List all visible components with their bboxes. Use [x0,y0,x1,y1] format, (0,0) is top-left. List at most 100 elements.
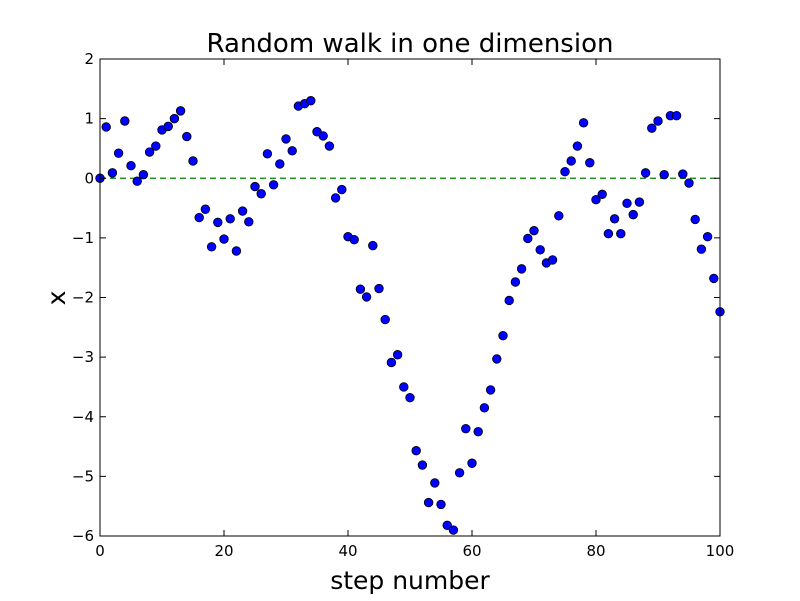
x-tick-label: 40 [338,542,357,560]
data-point [275,159,285,169]
data-point [120,116,130,126]
data-point [417,460,428,470]
data-point [585,158,595,168]
data-point [566,156,576,166]
y-tick-label: 2 [84,50,94,68]
data-point [355,284,366,294]
data-point [349,234,359,245]
y-tick-label: 0 [84,169,94,187]
data-point [578,118,589,128]
data-point [169,113,180,124]
axis-ticks: 0 20 40 60 80 100 2 1 0 −1 −2 −3 −4 −5 −6 [72,50,734,560]
data-point [132,176,142,186]
data-point [268,180,279,190]
data-point [392,350,403,360]
data-point [113,148,124,158]
y-tick-label: −1 [72,229,94,247]
data-point [423,497,434,508]
data-point [163,121,173,132]
data-point [237,206,248,216]
data-point [126,161,136,171]
y-tick-label: −4 [72,408,94,426]
data-point [510,277,521,287]
data-point [200,204,211,214]
data-point [479,403,490,413]
data-point [337,184,347,195]
x-tick-label: 20 [214,542,233,560]
data-point [330,193,341,203]
data-point [671,110,682,121]
data-point [138,169,149,180]
data-point [244,217,254,227]
data-point [361,292,372,302]
data-point [702,231,713,242]
x-axis-label: step number [330,566,490,595]
data-point [442,520,452,530]
data-point [640,168,651,178]
data-point [380,314,390,325]
data-point [597,189,607,200]
data-point [547,255,558,265]
data-point [647,123,657,133]
y-tick-label: −6 [72,527,94,545]
data-point [430,478,440,488]
data-point [504,295,514,306]
data-point [529,226,539,236]
data-point [411,446,421,456]
data-point [628,209,638,220]
data-point [560,166,570,177]
data-point [622,198,632,208]
data-point [523,233,533,244]
data-point [250,181,260,192]
data-point [572,141,583,151]
data-point [696,244,707,254]
data-point [609,214,620,224]
data-point [454,468,465,478]
data-point [709,273,719,284]
data-point [318,131,328,141]
data-point [616,229,626,239]
data-point [324,141,335,151]
data-point [653,116,663,126]
data-point [659,169,669,180]
data-point [591,195,601,205]
data-point [554,211,564,221]
y-tick-label: 1 [84,110,94,128]
data-point [690,214,700,225]
data-points [95,96,725,535]
x-tick-label: 100 [706,542,735,560]
plot-frame [99,58,721,537]
data-point [262,149,273,159]
data-point [485,385,496,395]
data-point [603,229,614,239]
data-point [448,525,459,535]
data-point [467,458,477,468]
data-point [473,426,483,437]
x-tick-label: 0 [95,542,105,560]
y-tick-label: −5 [72,467,94,485]
data-point [281,134,291,144]
data-point [225,214,235,224]
data-point [368,240,378,251]
data-point [405,392,415,403]
data-point [678,169,688,179]
data-point [219,234,229,244]
data-point [374,283,384,294]
data-point [188,156,198,166]
data-point [182,131,192,142]
data-point [684,178,694,188]
data-point [492,354,502,364]
x-tick-label: 60 [462,542,481,560]
data-point [256,189,266,199]
x-tick-label: 80 [586,542,605,560]
data-point [461,423,471,434]
data-point [151,141,161,151]
data-point [144,147,155,157]
data-point [399,382,409,392]
data-point [287,146,297,156]
data-point [213,217,223,228]
data-point [535,245,545,255]
data-point [231,246,242,256]
